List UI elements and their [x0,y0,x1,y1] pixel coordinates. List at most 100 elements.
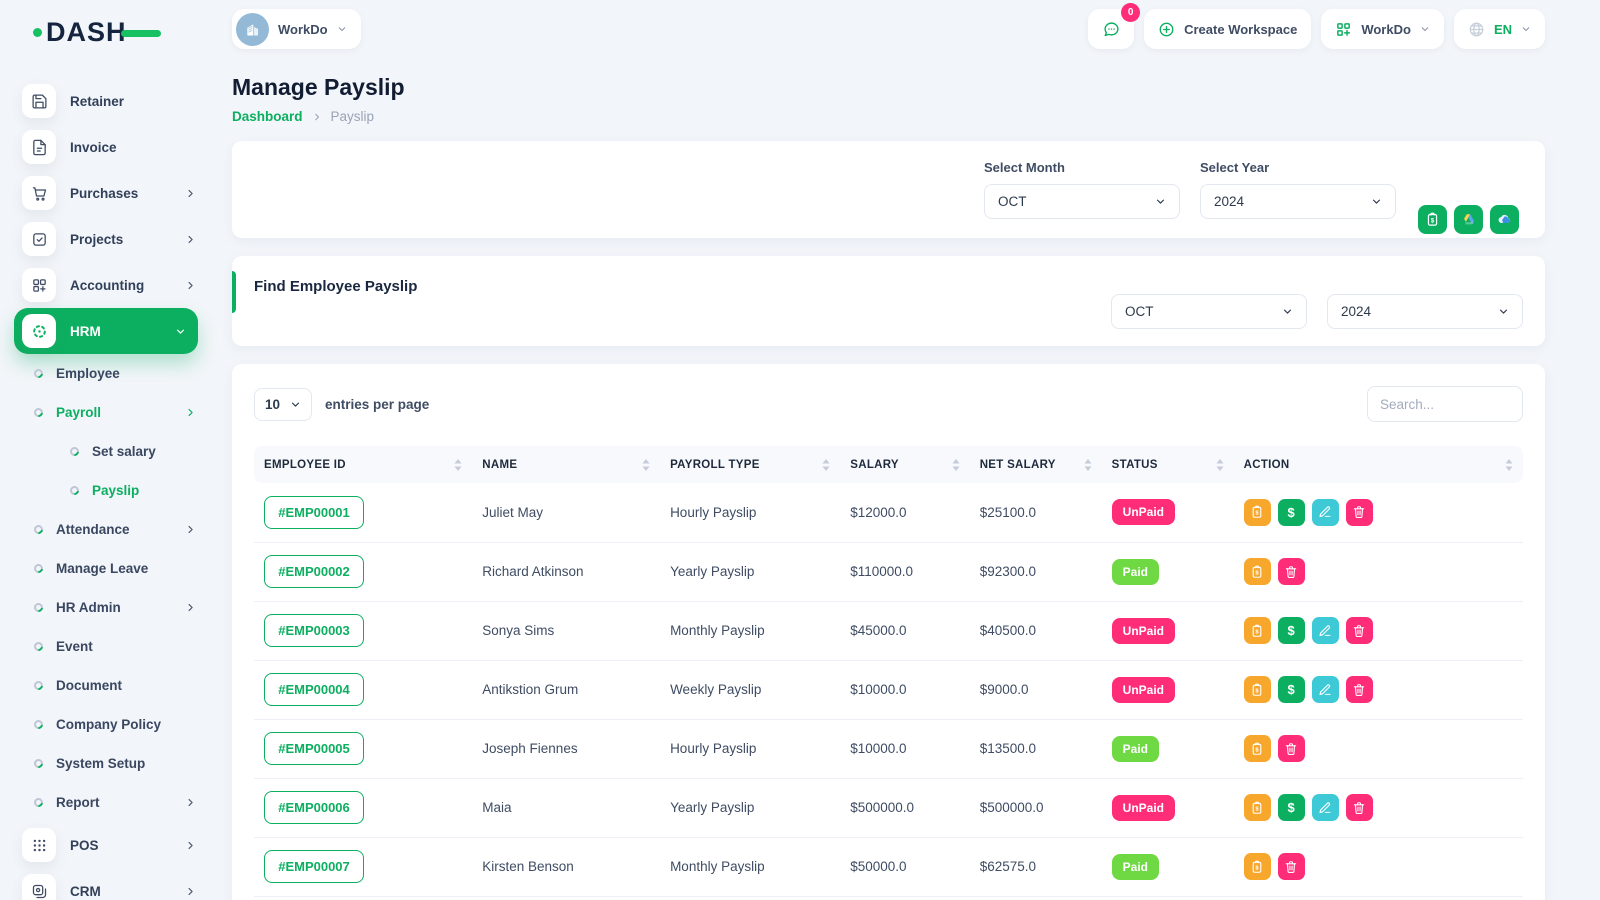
sidebar-item-set-salary[interactable]: Set salary [22,432,208,471]
sidebar-item-purchases[interactable]: Purchases [22,170,208,216]
sidebar-item-retainer[interactable]: Retainer [22,78,208,124]
logo[interactable]: DASH [0,0,232,64]
payslip-button[interactable]: $ [1243,735,1271,762]
payslip-button[interactable]: $ [1243,498,1271,526]
salary-value: $50000.0 [850,859,907,874]
bullet-icon [32,562,45,575]
salary-value: $10000.0 [850,741,907,756]
pay-button[interactable]: $ [1277,676,1305,703]
sidebar-item-invoice[interactable]: Invoice [22,124,208,170]
table-row: #EMP00007 Kirsten Benson Monthly Payslip $5… [254,837,1523,896]
edit-button[interactable] [1311,617,1339,644]
employee-id-button[interactable]: #EMP00004 [264,673,364,706]
sidebar-item-payslip[interactable]: Payslip [22,471,208,510]
sidebar-item-accounting[interactable]: Accounting [22,262,208,308]
sort-icon[interactable] [952,458,960,471]
find-month-select[interactable]: OCT [1111,294,1307,329]
create-workspace-button[interactable]: Create Workspace [1144,9,1312,49]
delete-button[interactable] [1345,794,1373,821]
employee-id-button[interactable]: #EMP00002 [264,555,364,588]
chevron-right-icon [185,407,196,418]
edit-button[interactable] [1311,498,1339,526]
sidebar-item-label: Attendance [56,522,130,537]
edit-button[interactable] [1311,676,1339,703]
chevron-down-icon [1498,306,1509,317]
delete-button[interactable] [1345,676,1373,703]
sidebar-item-pos[interactable]: POS [22,822,208,868]
sidebar-item-company-policy[interactable]: Company Policy [22,705,208,744]
delete-button[interactable] [1345,498,1373,526]
messenger-button[interactable]: 0 [1088,3,1141,49]
sidebar-item-employee[interactable]: Employee [22,354,208,393]
sort-icon[interactable] [1084,458,1092,471]
column-header-net-salary[interactable]: NET SALARY [969,446,1102,483]
payslip-button[interactable]: $ [1243,794,1271,821]
payroll-type: Yearly Payslip [670,564,755,579]
pay-button[interactable]: $ [1277,617,1305,644]
employee-id-button[interactable]: #EMP00006 [264,791,364,824]
bullet-icon [32,640,45,653]
payslip-button[interactable]: $ [1243,558,1271,585]
employee-id-button[interactable]: #EMP00007 [264,850,364,883]
column-header-action[interactable]: ACTION [1233,446,1523,483]
breadcrumb-current: Payslip [330,109,375,124]
sort-icon[interactable] [1505,458,1513,471]
sort-icon[interactable] [822,458,830,471]
row-actions: $ $ [1243,617,1513,644]
sidebar-item-projects[interactable]: Projects [22,216,208,262]
column-header-employee-id[interactable]: EMPLOYEE ID [254,446,473,483]
select-month-label: Select Month [984,160,1065,175]
workdo-menu-button[interactable]: WorkDo [1321,9,1444,49]
sidebar-item-report[interactable]: Report [22,783,208,822]
breadcrumb-dashboard-link[interactable]: Dashboard [232,109,303,124]
employee-id-button[interactable]: #EMP00005 [264,732,364,765]
sidebar-item-document[interactable]: Document [22,666,208,705]
sidebar-item-manage-leave[interactable]: Manage Leave [22,549,208,588]
export-cloud-button[interactable] [1490,205,1519,234]
sidebar-item-payroll[interactable]: Payroll [22,393,208,432]
row-actions: $ $ [1243,794,1513,821]
column-header-payroll-type[interactable]: PAYROLL TYPE [660,446,841,483]
column-header-salary[interactable]: SALARY [840,446,970,483]
sidebar-item-attendance[interactable]: Attendance [22,510,208,549]
column-label: NET SALARY [979,458,1056,471]
payslip-button[interactable]: $ [1243,617,1271,644]
payslip-button[interactable]: $ [1243,676,1271,703]
sort-icon[interactable] [642,458,650,471]
sidebar-item-hr-admin[interactable]: HR Admin [22,588,208,627]
delete-button[interactable] [1345,617,1373,644]
column-header-name[interactable]: NAME [472,446,661,483]
pay-button[interactable]: $ [1277,794,1305,821]
employee-id-button[interactable]: #EMP00003 [264,614,364,647]
workspace-selector[interactable]: WorkDo [232,9,361,49]
sidebar-item-hrm[interactable]: HRM [14,308,198,354]
find-year-select[interactable]: 2024 [1327,294,1523,329]
entries-per-page-select[interactable]: 10 [254,387,312,421]
language-selector[interactable]: EN [1453,9,1545,49]
retainer-icon [22,84,56,118]
sidebar-item-label: Retainer [70,93,125,109]
edit-button[interactable] [1311,794,1339,821]
sidebar-item-event[interactable]: Event [22,627,208,666]
month-select[interactable]: OCT [984,184,1180,219]
salary-value: $12000.0 [850,504,907,520]
table-row: #EMP00005 Joseph Fiennes Hourly Payslip $10… [254,719,1523,778]
year-select[interactable]: 2024 [1200,184,1396,219]
svg-text:$: $ [1256,747,1260,753]
sort-icon[interactable] [454,458,462,471]
payslip-button[interactable]: $ [1243,853,1271,880]
sort-icon[interactable] [1216,458,1224,471]
delete-button[interactable] [1277,735,1305,762]
column-header-status[interactable]: STATUS [1101,446,1234,483]
employee-id-button[interactable]: #EMP00001 [264,495,364,529]
bulk-payment-button[interactable]: $ [1418,205,1447,234]
delete-button[interactable] [1277,558,1305,585]
export-drive-button[interactable] [1454,205,1483,234]
pay-button[interactable]: $ [1277,498,1305,526]
net-salary-value: $92300.0 [979,564,1036,579]
sidebar-item-system-setup[interactable]: System Setup [22,744,208,783]
sidebar-item-crm[interactable]: CRM [22,868,208,900]
search-input[interactable] [1367,386,1523,422]
page-title: Manage Payslip [232,74,405,100]
delete-button[interactable] [1277,853,1305,880]
